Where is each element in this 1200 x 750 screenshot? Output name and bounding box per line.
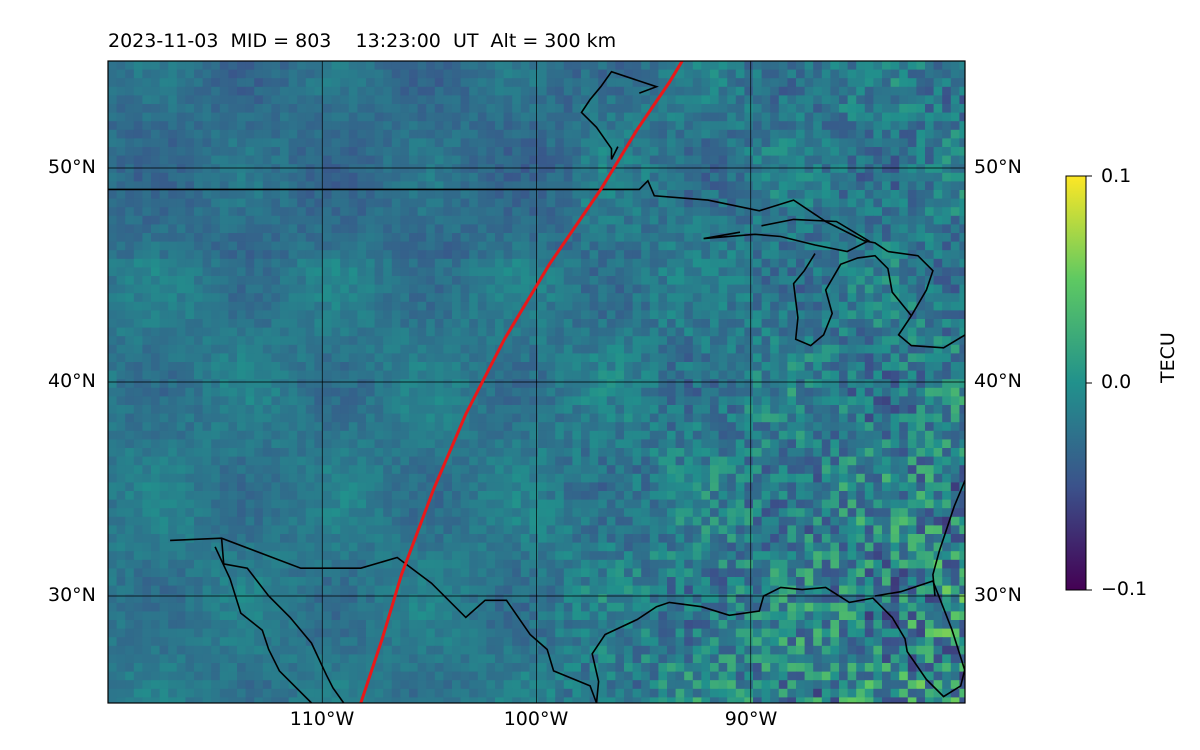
colorbar-title: TECU (1157, 332, 1179, 383)
figure-title: 2023-11-03 MID = 803 13:23:00 UT Alt = 3… (108, 30, 617, 52)
coastline-5 (170, 537, 598, 703)
coastline-3 (887, 250, 965, 349)
colorbar-tick-min: −0.1 (1101, 578, 1148, 600)
colorbar-ticks (1086, 175, 1092, 591)
lat-tick-right-40: 40°N (974, 370, 1022, 392)
coastlines (108, 70, 965, 703)
gridlines (108, 61, 965, 703)
colorbar-bar (1065, 175, 1087, 591)
lon-tick-110w: 110°W (289, 708, 355, 730)
coastline-8 (214, 546, 313, 703)
coastline-4 (580, 70, 659, 160)
lat-tick-right-50: 50°N (974, 156, 1022, 178)
coastline-2 (792, 253, 913, 347)
coastline-1 (703, 218, 871, 253)
colorbar-tick-max: 0.1 (1101, 165, 1132, 187)
coastline-10 (932, 480, 965, 597)
coastline-7 (220, 538, 345, 703)
lon-tick-90w: 90°W (724, 708, 778, 730)
map-frame (107, 60, 966, 704)
lat-tick-left-40: 40°N (48, 370, 96, 392)
coastline-6 (591, 586, 965, 703)
lon-tick-100w: 100°W (503, 708, 569, 730)
colorbar-tick-zero: 0.0 (1101, 371, 1132, 393)
tec-heatmap (108, 61, 965, 703)
lat-tick-left-30: 30°N (48, 584, 96, 606)
eclipse-path (359, 61, 684, 703)
lat-tick-left-50: 50°N (48, 156, 96, 178)
lat-tick-right-30: 30°N (974, 584, 1022, 606)
eclipse-path-layer (359, 61, 684, 703)
